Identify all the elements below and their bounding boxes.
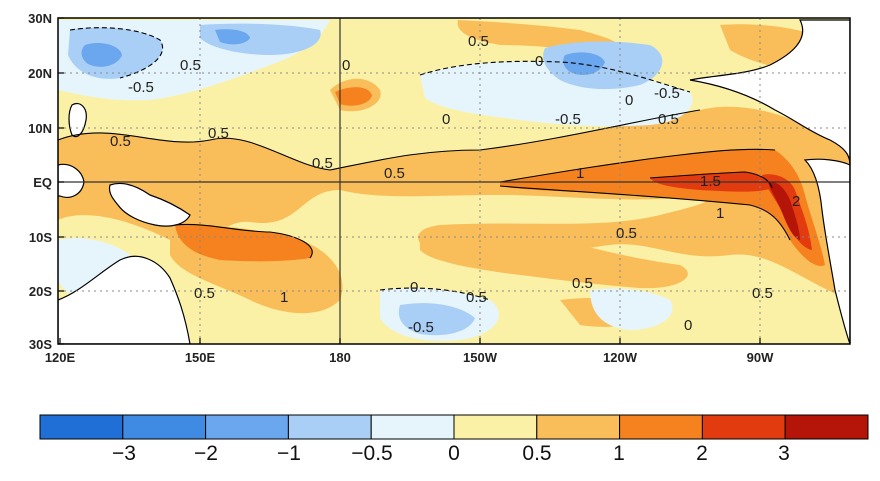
anomaly-region-dark-orange xyxy=(335,87,372,106)
land-south-america xyxy=(803,158,850,344)
contour-label: 0 xyxy=(342,57,350,74)
colorbar-label: −1 xyxy=(277,442,301,465)
colorbar-swatch xyxy=(39,414,124,440)
lon-label: 150E xyxy=(185,350,216,365)
contour-label-group: 0.5 0 -0.5 0 -0.5 -0.5 0.5 0.5 0.5 0.5 0… xyxy=(110,33,800,336)
colorbar-labels: −3 −2 −1 −0.5 0 0.5 1 2 3 xyxy=(112,442,790,465)
anomaly-region-mediumblue xyxy=(215,29,250,45)
contour-label: -0.5 xyxy=(408,319,434,336)
land-central-america xyxy=(689,19,850,166)
lat-label: 30N xyxy=(28,11,52,26)
anomaly-region-orange xyxy=(58,106,850,300)
colorbar-label: 2 xyxy=(696,442,708,465)
land-australia xyxy=(58,255,191,344)
map-panel: 0.5 0 -0.5 0 -0.5 -0.5 0.5 0.5 0.5 0.5 0… xyxy=(58,18,850,344)
contour-lines xyxy=(58,27,791,301)
colorbar-swatch xyxy=(205,414,289,440)
colorbar-swatch xyxy=(619,414,703,440)
lon-label: 180 xyxy=(329,350,351,365)
lon-label: 90W xyxy=(747,350,774,365)
contour-label: -0.5 xyxy=(555,111,581,128)
tick-marks xyxy=(58,17,761,345)
contour-label: 0.5 xyxy=(658,111,679,128)
colorbar-swatch xyxy=(287,414,372,440)
contour-label: 0 xyxy=(684,317,692,334)
contour-label: 0.5 xyxy=(468,33,489,50)
colorbar-swatch xyxy=(536,414,621,440)
colorbar-swatch xyxy=(784,414,869,440)
contour-label: 1.5 xyxy=(700,173,721,190)
contour-label: 0 xyxy=(535,53,543,70)
colorbar-label: 0.5 xyxy=(522,442,551,465)
contour-label: 2 xyxy=(792,193,800,210)
latitude-labels: 30N 20N 10N EQ 10S 20S 30S xyxy=(28,11,52,352)
colorbar-label: 1 xyxy=(613,442,625,465)
lon-label: 120E xyxy=(45,350,76,365)
colorbar-swatch xyxy=(370,414,455,440)
contour-label: 0.5 xyxy=(616,225,637,242)
anomaly-region-dark-red xyxy=(768,181,800,240)
anomaly-region-mediumblue xyxy=(81,43,122,67)
lon-label: 150W xyxy=(463,350,498,365)
contour-label: 0.5 xyxy=(208,125,229,142)
contour-label: 0.5 xyxy=(312,155,333,172)
colorbar-label: 3 xyxy=(778,442,790,465)
lat-label: 20N xyxy=(28,66,52,81)
contour-label: 0.5 xyxy=(384,165,405,182)
contour-label: 0 xyxy=(442,111,450,128)
graticule xyxy=(58,18,850,344)
lat-label: 30S xyxy=(29,337,52,352)
contour-label: 0.5 xyxy=(466,289,487,306)
contour-label: 0.5 xyxy=(110,133,131,150)
contour-label: -0.5 xyxy=(128,79,154,96)
contour-label: 1 xyxy=(716,205,724,222)
contour-label: 1 xyxy=(576,165,584,182)
contour-label: 0.5 xyxy=(572,275,593,292)
colorbar-swatch xyxy=(453,414,538,440)
lon-label: 120W xyxy=(603,350,638,365)
colorbar xyxy=(39,414,869,440)
contour-label: 0.5 xyxy=(180,57,201,74)
map-frame xyxy=(57,17,851,345)
colorbar-label: 0 xyxy=(448,442,460,465)
lat-label: 10N xyxy=(28,121,52,136)
anomaly-region-blue xyxy=(398,303,475,336)
colorbar-label: −3 xyxy=(112,442,136,465)
lat-label: 20S xyxy=(29,284,52,299)
anomaly-region-mediumblue xyxy=(563,52,605,75)
colorbar-swatch xyxy=(122,414,207,440)
contour-label: 1 xyxy=(280,289,288,306)
contour-label: -0.5 xyxy=(654,85,680,102)
contour-label: 0 xyxy=(625,92,633,109)
anomaly-region-lightblue xyxy=(590,288,673,330)
colorbar-swatch xyxy=(701,414,786,440)
contour-label: 0.5 xyxy=(752,285,773,302)
anomaly-region-orange xyxy=(420,230,688,289)
lat-label: EQ xyxy=(33,175,52,190)
contour-label: 0 xyxy=(410,279,418,296)
contour-label: 0.5 xyxy=(194,285,215,302)
colorbar-label: −0.5 xyxy=(351,442,392,465)
lat-label: 10S xyxy=(29,230,52,245)
colorbar-label: −2 xyxy=(194,442,218,465)
longitude-labels: 120E 150E 180 150W 120W 90W xyxy=(45,350,774,365)
